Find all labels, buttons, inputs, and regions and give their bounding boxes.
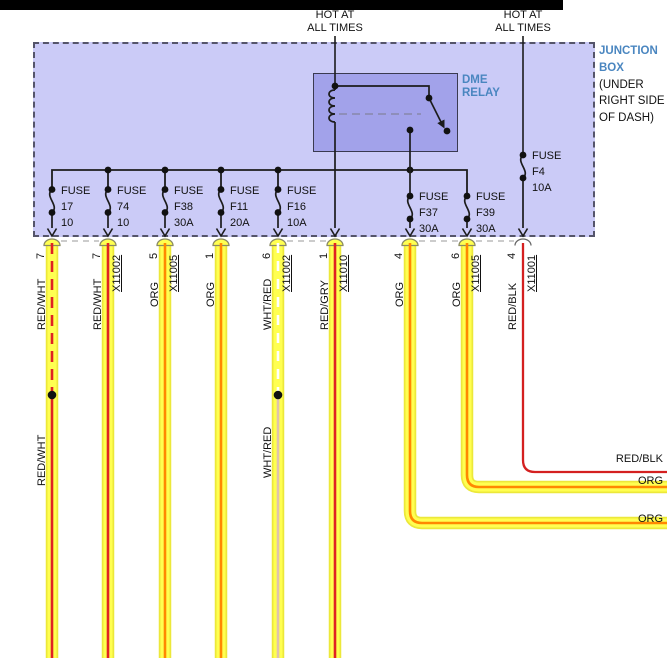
hot-at-label-left: HOT AT ALL TIMES (307, 9, 363, 34)
wire-6-color-label: RED/GRY (319, 280, 331, 330)
relay-coil (328, 86, 336, 228)
wire-3-pin: 5 (148, 252, 160, 259)
fuse-f4-label: FUSE F4 10A (532, 150, 562, 194)
wire-stripes (50, 243, 667, 658)
wire-4-color-label: ORG (205, 281, 217, 307)
wire-1-color-label: RED/WHT (36, 278, 48, 330)
fuse-f11-label: FUSE F11 20A (230, 185, 260, 229)
fuse-symbol-f4 (519, 154, 527, 228)
wire-8-connector: X11005 (470, 254, 482, 292)
relay-switch-arrowhead (437, 119, 445, 129)
wire-2-connector: X11002 (111, 254, 123, 292)
right-label-org-2: ORG (637, 513, 663, 525)
fuse-terminal-dots (48, 151, 527, 223)
wire-7-pin: 4 (393, 252, 405, 259)
fuse-f16-label: FUSE F16 10A (287, 185, 317, 229)
splice-dot-wire-5 (273, 390, 283, 400)
fuse-74-label: FUSE 74 10 (117, 185, 147, 229)
junction-box-label: JUNCTION BOX (UNDER RIGHT SIDE OF DASH) (599, 45, 665, 125)
connector-cup-7 (401, 238, 419, 247)
fuse-f39-label: FUSE F39 30A (476, 191, 506, 235)
fuse-symbol-f39 (463, 195, 471, 228)
stripe-7 (408, 243, 667, 525)
top-black-bar (0, 0, 563, 10)
fuse-symbol-f37 (406, 195, 414, 228)
fuse-f37-label: FUSE F37 30A (419, 191, 449, 235)
fuse-f38-label: FUSE F38 30A (174, 185, 204, 229)
wire-4-pin: 1 (204, 252, 216, 259)
connector-cup-2 (99, 238, 117, 247)
wire-5-splice-color-label: WHT/RED (262, 426, 274, 478)
wire-1-pin: 7 (35, 252, 47, 259)
relay-switch (335, 85, 442, 196)
fuse-bus (51, 169, 468, 196)
wire-6-connector: X11010 (338, 254, 350, 292)
splice-dot-wire-1 (47, 390, 57, 400)
relay-terminal-dots (331, 82, 451, 135)
fuse-symbol-74 (104, 188, 112, 228)
power-feed-lines (334, 36, 524, 155)
wire-5-connector: X11002 (281, 254, 293, 292)
wire-bands (45, 246, 667, 658)
box-exit-arrows (46, 228, 529, 238)
connector-cup-3 (156, 238, 174, 247)
splice-dots (47, 390, 283, 400)
connector-cup-9 (514, 238, 532, 246)
wire-2-pin: 7 (91, 252, 103, 259)
fuse-symbol-f16 (274, 188, 282, 228)
wire-5-pin: 6 (261, 252, 273, 259)
wire-9-color-label: RED/BLK (507, 282, 519, 330)
wire-8-color-label: ORG (451, 281, 463, 307)
wire-band-8-org-bent (460, 246, 667, 494)
hot-at-label-right: HOT AT ALL TIMES (495, 9, 551, 34)
fuse-17-label: FUSE 17 10 (61, 185, 91, 229)
fuse-symbol-f11 (217, 188, 225, 228)
connector-cup-5 (269, 238, 287, 247)
wire-9-pin: 4 (506, 252, 518, 259)
wire-9-connector: X11001 (526, 254, 538, 292)
connector-cup-1 (43, 238, 61, 247)
fuse-symbol-f38 (161, 188, 169, 228)
connector-cup-6 (326, 238, 344, 247)
connector-cup-8 (458, 238, 476, 247)
connector-cups (43, 238, 532, 247)
fuse-symbol-17 (48, 188, 56, 228)
wire-1-splice-color-label: RED/WHT (36, 434, 48, 486)
right-label-org-1: ORG (637, 475, 663, 487)
dme-relay-label: DME RELAY (462, 74, 500, 99)
wire-3-color-label: ORG (149, 281, 161, 307)
stripe-8 (465, 243, 667, 489)
wire-9-red-blk (521, 243, 667, 474)
connector-cup-4 (212, 238, 230, 247)
wire-5-color-label: WHT/RED (262, 278, 274, 330)
wire-6-pin: 1 (318, 252, 330, 259)
right-label-red-blk: RED/BLK (615, 453, 663, 465)
wire-7-color-label: ORG (394, 281, 406, 307)
wire-8-pin: 6 (450, 252, 462, 259)
wire-2-color-label: RED/WHT (92, 278, 104, 330)
wire-3-connector: X11005 (168, 254, 180, 292)
